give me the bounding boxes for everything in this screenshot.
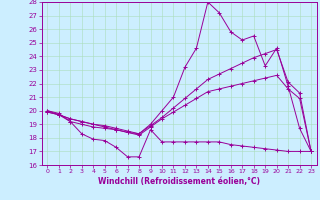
X-axis label: Windchill (Refroidissement éolien,°C): Windchill (Refroidissement éolien,°C) — [98, 177, 260, 186]
